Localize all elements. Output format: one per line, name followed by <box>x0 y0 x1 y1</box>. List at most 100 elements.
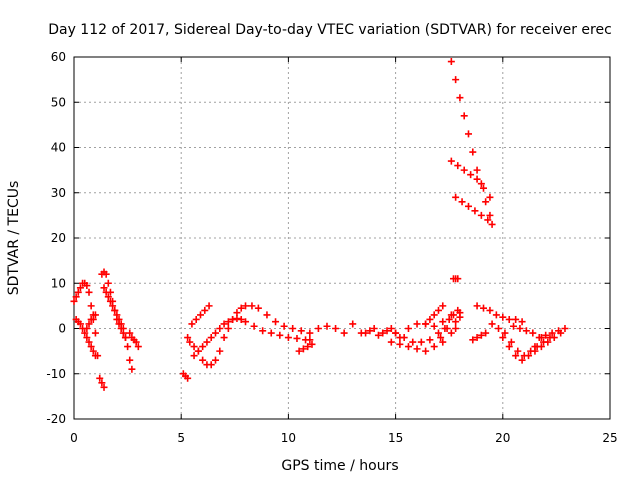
series-arc-15 <box>387 325 460 355</box>
data-point <box>87 302 95 310</box>
y-tick-label: -10 <box>46 367 66 381</box>
data-point <box>76 284 84 292</box>
series-arc-25 <box>469 329 490 344</box>
series-arc-28 <box>510 322 569 342</box>
series-arc-23 <box>452 193 496 228</box>
data-point <box>224 318 232 326</box>
x-tick-label: 10 <box>281 431 296 445</box>
series-arc-18 <box>422 302 447 328</box>
data-point <box>387 325 395 332</box>
data-point <box>400 334 408 342</box>
data-point <box>469 336 477 344</box>
data-point <box>501 329 509 337</box>
data-point <box>314 325 322 332</box>
data-point <box>196 311 204 319</box>
data-point <box>349 320 357 328</box>
data-point <box>126 356 134 364</box>
data-point <box>542 331 550 339</box>
data-point <box>104 279 112 287</box>
data-point <box>87 315 95 323</box>
y-tick-label: 20 <box>51 231 66 245</box>
data-point <box>250 322 258 330</box>
data-point <box>366 327 374 335</box>
data-point <box>464 202 472 210</box>
data-point <box>242 302 250 310</box>
data-point <box>505 315 513 323</box>
data-point <box>203 338 211 346</box>
data-point <box>272 318 280 326</box>
series-arc-7 <box>126 329 142 351</box>
data-point <box>548 329 556 337</box>
data-point <box>422 320 430 328</box>
data-point <box>212 356 220 364</box>
data-point <box>484 216 492 224</box>
data-point <box>518 356 526 364</box>
data-point <box>111 306 119 314</box>
data-point <box>430 311 438 319</box>
data-point <box>499 313 507 321</box>
data-point <box>184 334 192 342</box>
data-point <box>220 334 228 342</box>
data-point <box>267 329 275 337</box>
data-point <box>128 365 136 373</box>
data-point <box>216 347 224 355</box>
data-point <box>113 311 121 319</box>
y-axis-title: SDTVAR / TECUs <box>6 181 22 296</box>
data-point <box>121 334 129 342</box>
data-point <box>486 211 494 219</box>
data-point <box>115 315 123 323</box>
data-point <box>473 334 481 342</box>
data-point <box>81 329 89 337</box>
data-point <box>454 275 462 283</box>
data-point <box>289 325 297 332</box>
data-point <box>91 329 99 337</box>
data-point <box>482 329 490 337</box>
data-point <box>106 297 114 305</box>
data-point <box>284 334 292 342</box>
data-point <box>205 302 213 310</box>
data-point <box>434 306 442 314</box>
data-point <box>480 304 488 312</box>
data-point <box>332 325 340 332</box>
series-arc-19 <box>437 306 462 342</box>
data-point <box>199 356 207 364</box>
data-point <box>124 343 132 351</box>
data-point <box>456 94 464 102</box>
data-point <box>85 288 93 296</box>
data-point <box>220 320 228 328</box>
data-point <box>295 347 303 355</box>
data-point <box>512 352 520 360</box>
data-points <box>70 58 569 391</box>
data-point <box>464 130 472 138</box>
data-point <box>449 311 457 319</box>
data-point <box>297 327 305 335</box>
data-point <box>132 338 140 346</box>
data-point <box>454 162 462 170</box>
data-point <box>514 347 522 355</box>
data-point <box>452 325 460 332</box>
data-point <box>426 336 434 344</box>
data-point <box>237 304 245 312</box>
data-point <box>379 329 387 337</box>
data-point <box>104 293 112 301</box>
data-point <box>430 322 438 330</box>
data-point <box>439 338 447 346</box>
y-tick-label: -20 <box>46 412 66 426</box>
data-point <box>276 331 284 339</box>
data-point <box>460 112 468 120</box>
series-arc-4 <box>98 268 129 342</box>
data-point <box>201 306 209 314</box>
data-point <box>74 288 82 296</box>
data-point <box>134 343 142 351</box>
data-point <box>537 343 545 351</box>
data-point <box>216 325 224 332</box>
data-point <box>473 302 481 310</box>
data-point <box>458 198 466 206</box>
data-point <box>525 352 533 360</box>
data-point <box>387 338 395 346</box>
data-point <box>280 322 288 330</box>
x-tick-label: 0 <box>70 431 78 445</box>
data-point <box>445 315 453 323</box>
data-point <box>426 315 434 323</box>
data-point <box>212 329 220 337</box>
